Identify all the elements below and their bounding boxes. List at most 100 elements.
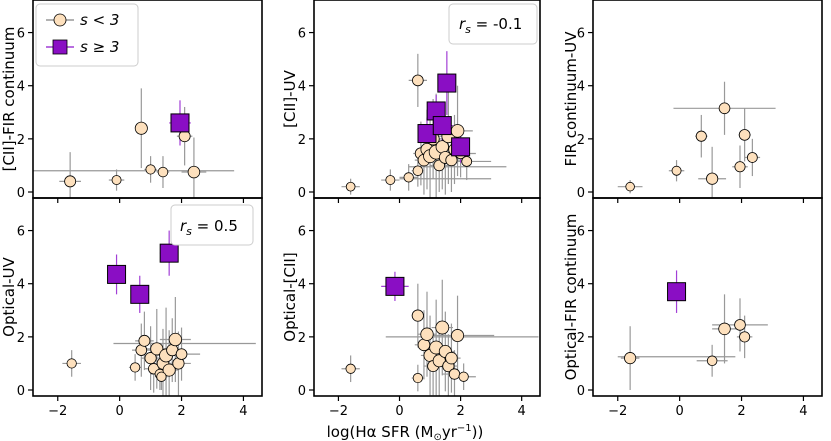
ylabel-opt-uv: Optical-UV [0, 256, 18, 336]
ytick-label-cii-uv-6: 6 [298, 27, 306, 42]
point-opt-uv-high-1 [130, 284, 150, 304]
point-opt-uv-high-0 [107, 264, 127, 284]
ytick-label-opt-fir-0: 0 [577, 384, 585, 399]
frame-opt-cii [313, 197, 541, 397]
point-fir-uv-low-1 [671, 165, 682, 176]
point-opt-uv-low-0 [66, 358, 77, 369]
ytick-label-fir-uv-4: 4 [577, 80, 585, 95]
xtick-label-opt-fir-2: 2 [737, 404, 745, 419]
point-opt-uv-low-14 [175, 348, 188, 360]
point-opt-cii-low-8 [432, 354, 446, 368]
point-opt-uv-low-12 [168, 332, 182, 347]
ytick-label-opt-cii-6: 6 [298, 225, 306, 240]
point-fir-uv-low-3 [706, 172, 719, 185]
ytick-label-fir-uv-2: 2 [577, 133, 585, 148]
xtick-label-opt-cii-4: 4 [518, 404, 526, 419]
xtick-label-opt-cii--2: −2 [329, 404, 348, 419]
point-cii-fir-low-3 [145, 164, 156, 175]
frame-fir-uv [592, 0, 823, 199]
point-cii-uv-low-3 [412, 74, 424, 87]
point-opt-cii-low-1 [411, 309, 424, 322]
panel-cii-uv: 0 2 4 6 [CII]-UV [281, 0, 541, 203]
xtick-label-opt-uv-0: 0 [116, 404, 124, 419]
point-opt-uv-low-10 [162, 363, 176, 377]
point-fir-uv-low-4 [718, 102, 731, 115]
ytick-label-opt-cii-2: 2 [298, 331, 306, 346]
point-opt-uv-low-3 [138, 334, 151, 347]
point-cii-uv-high-1 [437, 73, 457, 93]
data-opt-fir [617, 270, 768, 390]
point-opt-cii-high-0 [385, 276, 405, 296]
legend-low-label: s < 3 [80, 11, 119, 29]
ytick-label-cii-fir-4: 4 [17, 80, 25, 95]
panel-cii-fir: 0 2 4 6[CII]-FIR continuum [0, 0, 263, 203]
ytick-label-cii-fir-2: 2 [17, 133, 25, 148]
point-opt-uv-low-1 [130, 362, 141, 373]
point-opt-uv-low-6 [150, 342, 164, 356]
ytick-label-cii-uv-0: 0 [298, 186, 306, 201]
xtick-label-opt-uv-4: 4 [239, 404, 247, 419]
ytick-label-opt-cii-0: 0 [298, 384, 306, 399]
ytick-label-opt-uv-2: 2 [17, 331, 25, 346]
annotation-cii-uv: rs = -0.1 [448, 3, 538, 45]
point-cii-fir-low-0 [64, 175, 77, 188]
point-fir-uv-low-2 [695, 130, 707, 142]
xtick-label-opt-fir--2: −2 [608, 404, 627, 419]
ylabel-cii-fir: [CII]-FIR continuum [0, 27, 18, 172]
point-opt-cii-low-16 [458, 371, 469, 382]
ytick-label-opt-uv-4: 4 [17, 278, 25, 293]
data-cii-uv [341, 51, 507, 198]
point-cii-uv-low-19 [461, 156, 473, 167]
ylabel-fir-uv: FIR continuum-UV [562, 31, 580, 167]
point-opt-fir-low-0 [624, 352, 637, 365]
point-opt-cii-low-12 [445, 351, 458, 365]
x-axis-label: log(Hα SFR (M⊙yr−1)) [327, 423, 484, 441]
legend: s < 3 s ≥ 3 [35, 3, 139, 67]
annotation-opt-uv-box [170, 204, 254, 246]
ytick-label-fir-uv-0: 0 [577, 186, 585, 201]
data-fir-uv [617, 81, 776, 198]
ytick-label-opt-fir-6: 6 [577, 225, 585, 240]
data-opt-uv [62, 230, 256, 396]
point-cii-fir-high-0 [170, 113, 190, 133]
point-cii-uv-low-2 [403, 172, 414, 183]
point-opt-cii-low-4 [420, 327, 434, 341]
point-opt-fir-low-2 [718, 322, 731, 336]
point-fir-uv-low-7 [746, 152, 758, 163]
ylabel-cii-uv: [CII]-UV [281, 69, 299, 127]
frame-opt-uv [32, 197, 263, 397]
point-opt-uv-low-16 [156, 371, 167, 382]
point-cii-fir-low-6 [187, 165, 201, 179]
point-fir-uv-low-5 [734, 161, 746, 173]
xtick-label-opt-cii-2: 2 [456, 404, 464, 419]
point-opt-fir-high-0 [667, 282, 687, 302]
point-cii-uv-low-4 [412, 165, 424, 176]
annotation-cii-uv-text: rs = -0.1 [459, 15, 522, 36]
xtick-label-opt-uv--2: −2 [48, 404, 67, 419]
point-cii-uv-low-17 [450, 124, 465, 138]
frame-opt-fir [592, 197, 823, 397]
point-opt-cii-low-14 [451, 329, 465, 343]
annotation-opt-uv: rs = 0.5 [170, 204, 254, 246]
point-cii-uv-high-3 [432, 116, 452, 136]
ytick-label-cii-uv-4: 4 [298, 80, 306, 95]
point-cii-fir-low-4 [157, 166, 169, 178]
xtick-label-opt-fir-0: 0 [676, 404, 684, 419]
ytick-label-cii-fir-6: 6 [17, 27, 25, 42]
point-opt-cii-low-0 [345, 363, 356, 374]
point-cii-fir-low-1 [111, 175, 122, 186]
point-cii-uv-high-4 [451, 137, 471, 157]
data-cii-fir [33, 88, 235, 198]
ytick-label-opt-cii-4: 4 [298, 278, 306, 293]
legend-low-marker [53, 13, 67, 27]
xtick-label-opt-uv-2: 2 [177, 404, 185, 419]
ytick-label-opt-fir-4: 4 [577, 278, 585, 293]
annotation-opt-uv-text: rs = 0.5 [180, 217, 238, 238]
ytick-label-cii-fir-0: 0 [17, 186, 25, 201]
